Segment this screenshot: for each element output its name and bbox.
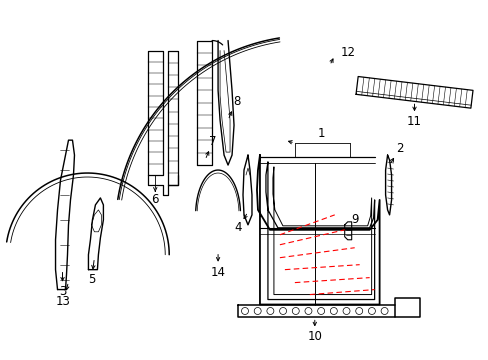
Text: 13: 13: [56, 295, 71, 308]
Text: 3: 3: [59, 285, 66, 298]
Text: 1: 1: [317, 127, 325, 140]
Text: 10: 10: [307, 330, 322, 343]
Text: 5: 5: [87, 273, 95, 286]
Text: 9: 9: [350, 213, 358, 226]
Text: 8: 8: [233, 95, 240, 108]
Text: 12: 12: [340, 46, 354, 59]
Text: 6: 6: [151, 193, 159, 206]
Text: 14: 14: [210, 266, 225, 279]
Text: 7: 7: [209, 135, 216, 148]
Text: 4: 4: [234, 221, 241, 234]
Text: 2: 2: [395, 141, 403, 155]
Text: 11: 11: [406, 115, 421, 128]
